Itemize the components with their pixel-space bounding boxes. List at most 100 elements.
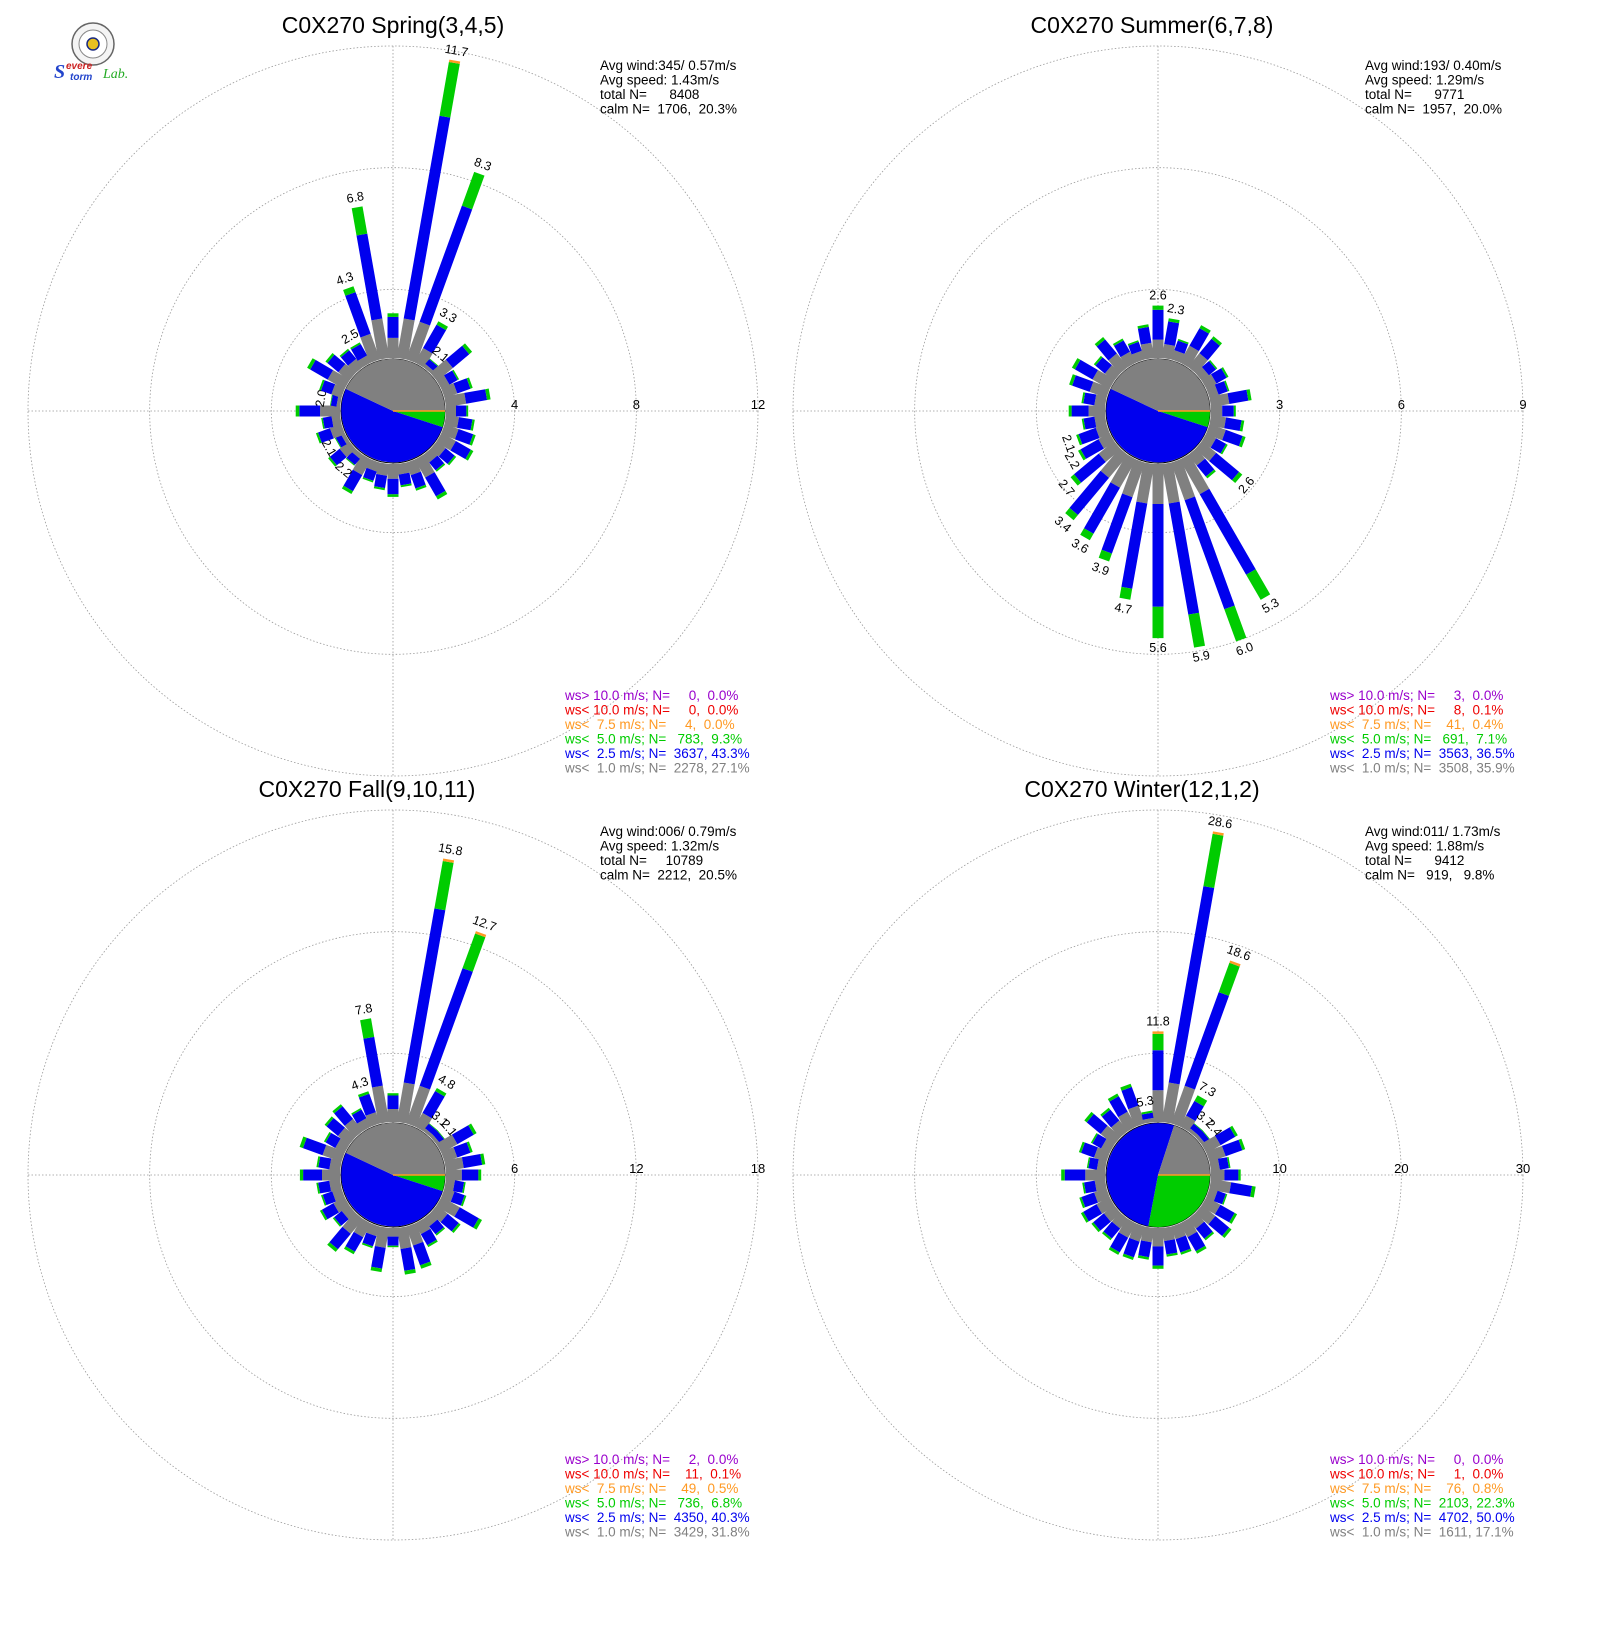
bar-segment-gray <box>414 454 435 478</box>
bar-segment-green <box>1070 474 1082 486</box>
bar-segment-green <box>451 1223 461 1233</box>
bar-segment-green <box>1152 606 1164 639</box>
bar-value-label: 2.6 <box>1149 289 1166 303</box>
ring-label: 3 <box>1276 397 1283 412</box>
bar-segment-blue <box>387 1095 399 1109</box>
bar-segment-gray <box>396 1082 415 1124</box>
bar-segment-green <box>1238 1169 1241 1181</box>
stat-total-n: total N= 9771 <box>1365 87 1464 102</box>
bar-segment-green <box>429 358 439 367</box>
bar-segment-green <box>1098 549 1112 562</box>
bar-segment-blue <box>325 1132 341 1148</box>
panel-title: C0X270 Fall(9,10,11) <box>259 776 476 802</box>
bar-segment-gray <box>1103 1204 1121 1222</box>
bar-segment-gray <box>1152 1090 1164 1122</box>
bar-segment-gray <box>365 1112 380 1128</box>
bar-segment-gray <box>336 395 342 408</box>
bar-segment-gray <box>376 462 390 476</box>
bar-segment-blue <box>310 359 334 380</box>
legend-entry: ws< 7.5 m/s; N= 49, 0.5% <box>564 1481 738 1496</box>
bar-segment-green <box>435 1227 446 1236</box>
bar-segment-blue <box>1092 1133 1107 1149</box>
bar-segment-gray <box>344 1118 364 1138</box>
bar-segment-gray <box>414 348 433 368</box>
bar-segment-green <box>1211 336 1222 346</box>
bar-segment-blue <box>1093 1213 1111 1231</box>
bar-segment-blue <box>1081 1192 1098 1208</box>
bar-segment-green <box>1076 434 1083 446</box>
bar-segment-green <box>387 313 399 317</box>
bar-segment-gray <box>1195 1134 1205 1146</box>
ring-label: 30 <box>1516 1161 1530 1176</box>
bar-segment-blue <box>318 1156 332 1170</box>
bar-segment-blue <box>363 1036 383 1088</box>
bar-segment-green <box>1238 1138 1246 1151</box>
logo-word-evere: evere <box>66 61 93 72</box>
bar-segment-green <box>1080 528 1094 541</box>
bar-segment-blue <box>1072 375 1094 392</box>
bar-segment-blue <box>387 316 399 338</box>
bar-segment-orange <box>1152 1031 1164 1034</box>
bar-segment-blue <box>1084 1180 1097 1194</box>
bar-segment-green <box>358 1091 370 1098</box>
bar-segment-blue <box>1086 1113 1108 1134</box>
bar-segment-blue <box>1083 1204 1102 1222</box>
bar-segment-gray <box>406 458 421 476</box>
bar-segment-orange <box>448 59 461 64</box>
bar-segment-green <box>1194 1095 1208 1107</box>
bar-segment-green <box>361 1242 373 1249</box>
legend-entry: ws< 5.0 m/s; N= 783, 9.3% <box>564 732 742 747</box>
bar-segment-blue <box>1199 488 1256 575</box>
bar-segment-orange <box>1212 831 1224 836</box>
bar-segment-blue <box>450 1191 465 1206</box>
panel-title: C0X270 Winter(12,1,2) <box>1024 776 1259 802</box>
bar-segment-green <box>1061 1169 1065 1181</box>
bar-segment-green <box>1238 436 1246 448</box>
bar-segment-green <box>319 1209 328 1221</box>
bar-segment-blue <box>1196 458 1215 477</box>
bar-segment-blue <box>412 1241 431 1266</box>
legend-entry: ws< 10.0 m/s; N= 8, 0.1% <box>1329 703 1503 718</box>
bar-segment-gray <box>436 432 456 451</box>
bar-segment-gray <box>1111 1120 1129 1138</box>
bar-segment-gray <box>1094 394 1107 408</box>
bar-segment-gray <box>444 1178 455 1192</box>
legend-entry: ws< 2.5 m/s; N= 4350, 40.3% <box>564 1510 750 1525</box>
bar-segment-green <box>344 1246 355 1255</box>
bar-segment-gray <box>327 370 350 390</box>
bar-segment-gray <box>1128 1105 1145 1128</box>
stat-avg-speed: Avg speed: 1.32m/s <box>600 839 719 854</box>
bar-segment-gray <box>387 1109 399 1122</box>
bar-segment-blue <box>1121 1086 1139 1110</box>
bar-segment-green <box>1090 1133 1098 1144</box>
bar-value-label: 7.8 <box>354 1001 374 1018</box>
bar-segment-gray <box>1152 464 1164 504</box>
bar-value-label: 28.6 <box>1207 813 1233 831</box>
bar-segment-green <box>1080 1211 1089 1223</box>
bar-segment-blue <box>302 1137 327 1156</box>
stat-avg-wind: Avg wind:011/ 1.73m/s <box>1365 824 1501 839</box>
bar-segment-green <box>316 1182 321 1194</box>
bar-segment-green <box>324 1116 334 1127</box>
bar-segment-blue <box>1121 501 1148 589</box>
bar-segment-blue <box>454 429 474 445</box>
bar-segment-green <box>420 1261 432 1269</box>
bar-segment-blue <box>432 1130 445 1143</box>
logo-letter-s: S <box>54 61 65 83</box>
bar-segment-gray <box>1171 1085 1195 1128</box>
lab-logo: S evere torm Lab. <box>54 22 128 83</box>
bar-segment-blue <box>322 416 334 429</box>
bar-segment-green <box>1065 507 1078 521</box>
calm-sector-gray <box>1110 358 1210 411</box>
bar-segment-green <box>307 358 316 370</box>
bar-segment-green <box>1246 569 1271 600</box>
bar-segment-blue <box>1213 1190 1226 1205</box>
bar-segment-gray <box>444 414 459 428</box>
ring-label: 6 <box>1398 397 1405 412</box>
bar-segment-gray <box>329 424 346 439</box>
stat-calm-n: calm N= 1957, 20.0% <box>1365 102 1502 117</box>
bar-segment-gray <box>333 1196 350 1213</box>
bar-segment-green <box>351 206 368 236</box>
bar-segment-green <box>1122 1253 1134 1260</box>
bar-segment-blue <box>461 1154 483 1169</box>
